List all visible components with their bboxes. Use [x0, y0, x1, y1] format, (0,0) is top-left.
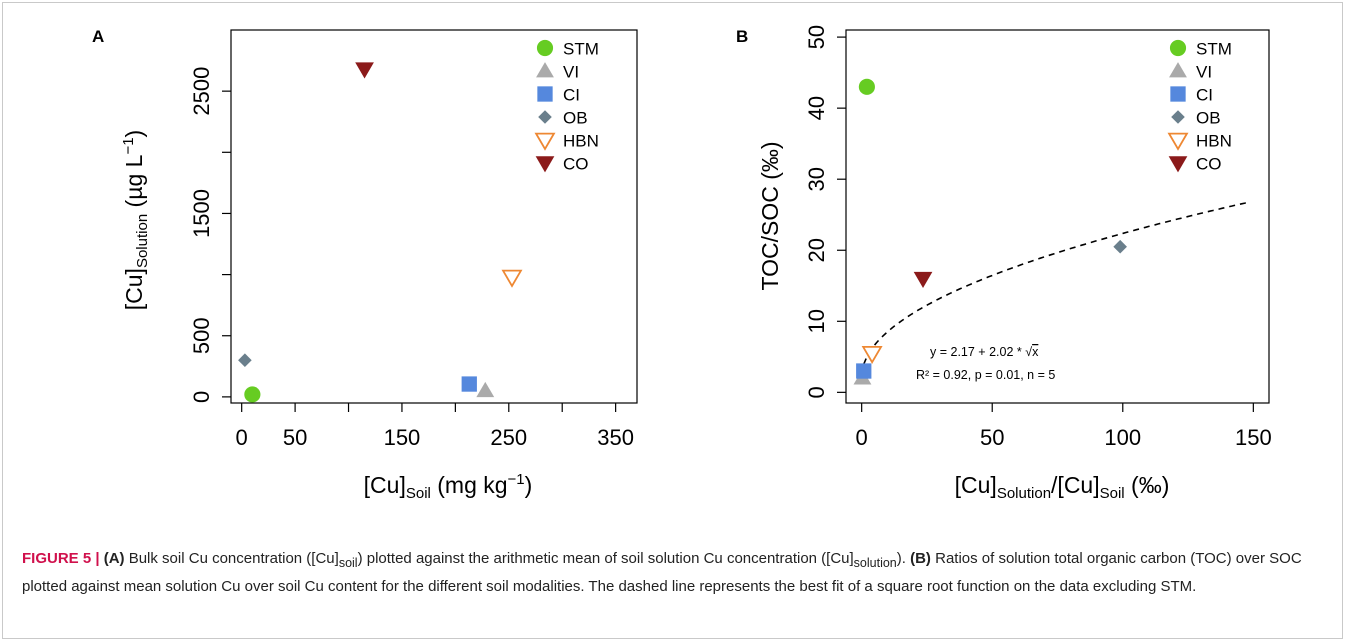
legend-marker-ci	[537, 86, 553, 102]
x-tick-label: 150	[1235, 425, 1272, 450]
plot-a-box	[230, 29, 638, 404]
data-point-ob	[1113, 239, 1127, 254]
legend-marker-co	[1168, 156, 1188, 173]
plot-b-points	[853, 78, 1127, 385]
legend-label-stm: STM	[563, 40, 599, 59]
plot-b-fit-equation: y = 2.17 + 2.02 * √x	[930, 345, 1039, 359]
y-tick-label: 30	[804, 167, 829, 191]
x-tick-label: 50	[283, 425, 307, 450]
data-point-stm	[244, 386, 261, 403]
legend-marker-ci	[1170, 86, 1186, 102]
data-point-stm	[858, 78, 875, 95]
legend-marker-stm	[1169, 39, 1187, 57]
legend-marker-co	[535, 156, 555, 173]
legend-label-stm: STM	[1196, 40, 1232, 59]
data-point-co	[913, 271, 933, 289]
legend-label-co: CO	[563, 155, 589, 174]
plot-b-x-axis-label: [Cu]Solution/[Cu]Soil (‰)	[955, 472, 1170, 502]
caption-a-label: (A)	[103, 550, 125, 567]
legend-marker-vi	[1169, 62, 1187, 78]
legend-label-co: CO	[1196, 155, 1222, 174]
data-point-ci	[461, 376, 477, 392]
data-point-co	[355, 62, 374, 79]
panel-a-letter: A	[92, 27, 104, 46]
y-tick-label: 0	[804, 386, 829, 398]
legend-marker-ob	[1171, 110, 1185, 124]
x-tick-label: 50	[980, 425, 1004, 450]
plot-a-legend: STM VI CI OB HBN CO	[534, 39, 599, 174]
legend-label-ci: CI	[1196, 86, 1213, 105]
caption-b-label: (B)	[910, 550, 931, 567]
y-tick-label: 1500	[189, 189, 214, 238]
y-tick-label: 10	[804, 309, 829, 333]
data-point-hbn	[501, 269, 523, 288]
data-point-vi	[476, 381, 495, 398]
plot-b-fit-curve	[863, 201, 1249, 365]
legend-marker-vi	[536, 62, 554, 78]
x-tick-label: 100	[1104, 425, 1141, 450]
y-tick-label: 20	[804, 238, 829, 262]
y-tick-label: 0	[189, 391, 214, 403]
plot-b-fit-stats: R² = 0.92, p = 0.01, n = 5	[916, 368, 1055, 382]
legend-label-ci: CI	[563, 86, 580, 105]
x-tick-label: 150	[384, 425, 421, 450]
data-point-ci	[856, 363, 872, 379]
data-point-hbn	[861, 345, 883, 364]
legend-marker-hbn	[1167, 132, 1189, 151]
panel-b: B 0 50 100 150 0 10 20 30 40 50 STM VI CI OB HBN CO y …	[736, 25, 1272, 502]
legend-label-vi: VI	[1196, 63, 1212, 82]
legend-label-hbn: HBN	[563, 132, 599, 151]
plot-b-legend: STM VI CI OB HBN CO	[1167, 39, 1232, 174]
panel-b-letter: B	[736, 27, 748, 46]
legend-marker-stm	[536, 39, 554, 57]
plot-a-points	[238, 62, 523, 403]
y-tick-label: 2500	[189, 67, 214, 116]
x-tick-label: 250	[490, 425, 527, 450]
figure-caption: FIGURE 5 | (A) Bulk soil Cu concentratio…	[22, 550, 1302, 595]
legend-label-vi: VI	[563, 63, 579, 82]
x-tick-label: 0	[236, 425, 248, 450]
y-tick-label: 40	[804, 96, 829, 120]
x-tick-label: 0	[856, 425, 868, 450]
legend-label-ob: OB	[563, 109, 588, 128]
plot-b-y-axis-label: TOC/SOC (‰)	[757, 141, 783, 290]
legend-label-hbn: HBN	[1196, 132, 1232, 151]
plot-b-box	[845, 29, 1270, 404]
panel-a: A 0 50 150 250 350 0 500 1500 2500 STM VI CI OB HBN C…	[92, 27, 638, 502]
y-tick-label: 500	[189, 317, 214, 354]
legend-label-ob: OB	[1196, 109, 1221, 128]
plot-b-ticks: 0 50 100 150 0 10 20 30 40 50	[804, 25, 1272, 450]
legend-marker-hbn	[534, 132, 556, 151]
plot-a-x-axis-label: [Cu]Soil (mg kg−1)	[364, 471, 533, 502]
legend-marker-ob	[538, 110, 552, 124]
plot-a-y-axis-label: [Cu]Solution (µg L−1)	[120, 130, 151, 310]
x-tick-label: 350	[597, 425, 634, 450]
plot-a-ticks: 0 50 150 250 350 0 500 1500 2500	[189, 67, 634, 450]
y-tick-label: 50	[804, 25, 829, 49]
caption-figure-label: FIGURE 5 |	[22, 550, 100, 567]
data-point-ob	[238, 353, 252, 367]
